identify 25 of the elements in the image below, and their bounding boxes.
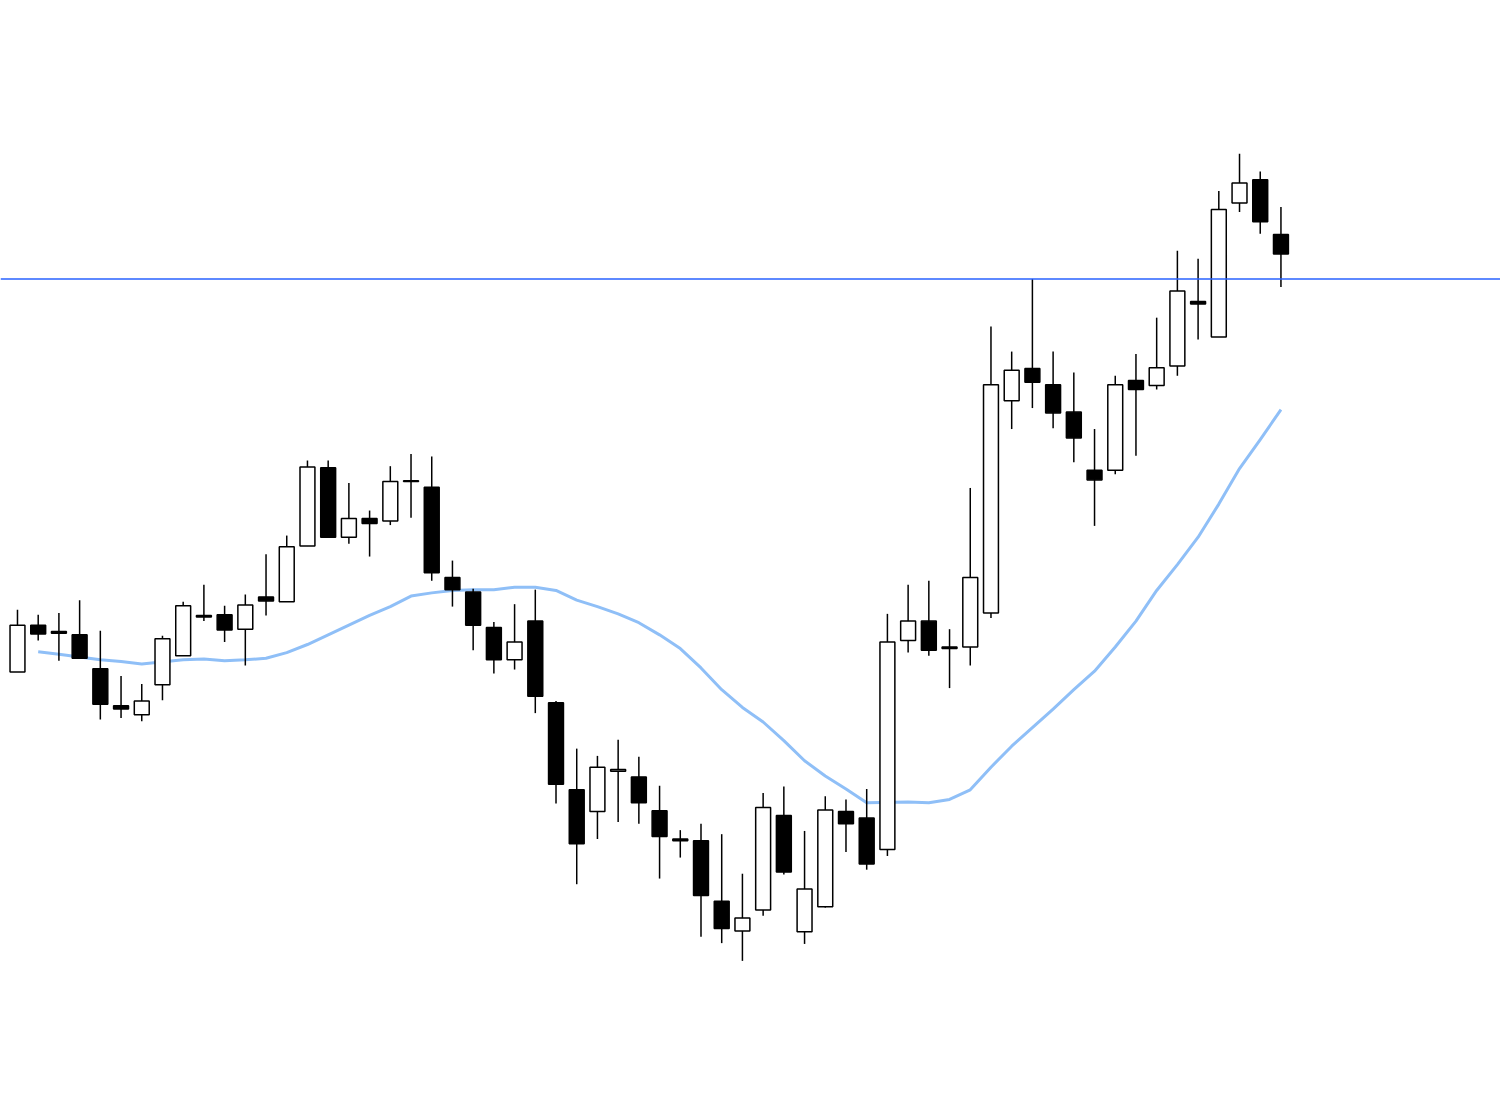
- candlestick: [195, 584, 213, 622]
- candlestick: [1148, 316, 1165, 391]
- candlestick: [1127, 353, 1145, 457]
- candlestick: [340, 482, 358, 545]
- candlestick: [609, 739, 627, 823]
- candlestick: [133, 683, 150, 722]
- candlestick: [899, 584, 917, 654]
- candlestick: [216, 605, 233, 643]
- candlestick: [1086, 428, 1103, 527]
- candlestick: [1231, 153, 1248, 213]
- candlestick: [1024, 278, 1041, 409]
- candlestick: [29, 613, 47, 642]
- candlestick: [837, 798, 855, 853]
- candlestick: [1189, 258, 1207, 341]
- candlestick: [257, 553, 275, 617]
- candlestick: [734, 872, 751, 962]
- candlestick: [941, 628, 958, 689]
- candlestick: [361, 509, 378, 558]
- candlestick: [672, 829, 689, 859]
- candlestick: [444, 559, 461, 608]
- candlestick: [112, 675, 130, 719]
- candlestick: [50, 612, 68, 662]
- candlestick: [1272, 206, 1290, 288]
- candlestick: [71, 599, 88, 660]
- candlestick: [506, 603, 523, 671]
